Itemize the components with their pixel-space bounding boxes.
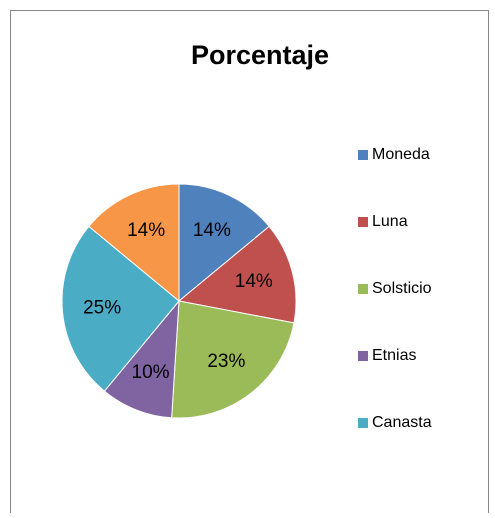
pie-slice [61, 225, 180, 392]
pie-slice [171, 300, 295, 419]
pie-slice [177, 225, 297, 324]
data-label: 14% [235, 271, 273, 292]
legend-swatch [358, 150, 368, 160]
pie-slice [103, 299, 180, 419]
legend-label: Etnias [372, 347, 416, 364]
legend-swatch [358, 284, 368, 294]
legend-label: Moneda [372, 146, 430, 163]
data-label: 10% [132, 362, 170, 383]
legend-label: Canasta [372, 414, 432, 431]
chart-title: Porcentaje [191, 40, 329, 70]
data-label: 25% [83, 297, 121, 318]
data-label: 14% [127, 220, 165, 241]
legend-label: Solsticio [372, 280, 432, 297]
legend-label: Luna [372, 213, 408, 230]
pie-slice [178, 183, 270, 303]
data-label: 14% [193, 220, 231, 241]
data-label: 23% [207, 351, 245, 372]
legend-swatch [358, 351, 368, 361]
legend-swatch [358, 418, 368, 428]
legend-swatch [358, 217, 368, 227]
pie-slice [88, 183, 180, 303]
